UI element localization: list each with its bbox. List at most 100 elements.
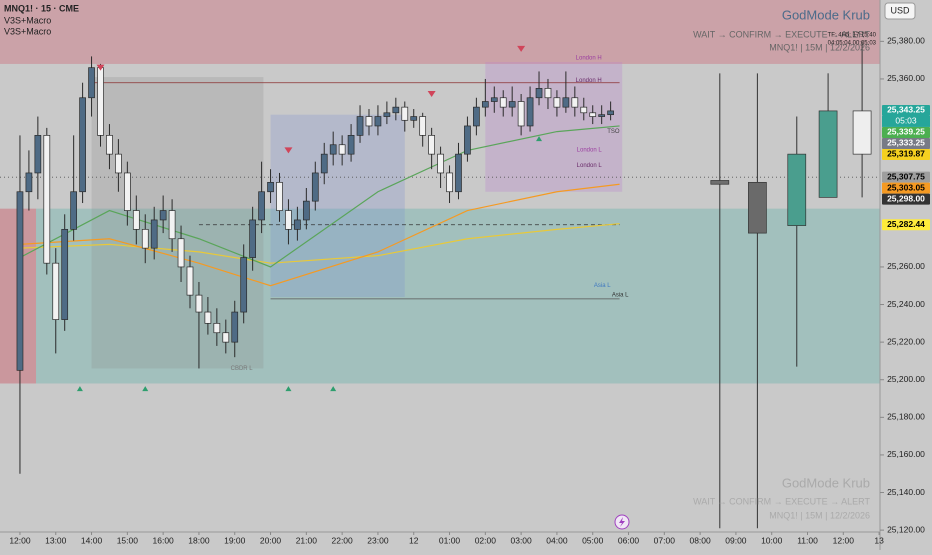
- annotation: Asia L: [594, 283, 611, 289]
- watermark-subtitle: WAIT → CONFIRM → EXECUTE → ALERT: [693, 496, 870, 506]
- annotation: London H: [576, 56, 602, 62]
- candle-body: [580, 106, 588, 114]
- timer-line: TF: 4H5: 17:15:40: [828, 33, 877, 39]
- x-tick-label: 15:00: [117, 535, 139, 545]
- candle-body: [25, 172, 33, 193]
- price-label-bg: [882, 219, 930, 231]
- candle-body: [204, 311, 212, 324]
- y-tick-label: 25,260.00: [887, 261, 925, 271]
- candle-body: [428, 134, 435, 155]
- watermark-subtitle: WAIT → CONFIRM → EXECUTE → ALERT: [693, 29, 870, 39]
- candle-body: [553, 97, 561, 108]
- x-tick-label: 14:00: [81, 535, 103, 545]
- candle-body: [571, 97, 579, 108]
- candle-body: [240, 257, 248, 313]
- candle-body: [347, 134, 355, 155]
- candle-body: [16, 191, 24, 371]
- candle-body: [267, 181, 274, 193]
- candle-body: [88, 67, 95, 99]
- annotation: CBDR L: [231, 366, 254, 372]
- candle-body: [481, 101, 489, 108]
- candle-body: [562, 97, 570, 108]
- candle-body: [455, 153, 462, 193]
- x-tick-label: 12:00: [9, 535, 31, 545]
- price-axis: [880, 0, 932, 550]
- candle-body: [276, 181, 283, 211]
- signal-up: [285, 386, 292, 392]
- price-label: 25,343.25: [887, 105, 925, 115]
- candle-body: [311, 172, 319, 202]
- x-tick-label: 03:00: [510, 535, 532, 545]
- candle-body: [365, 116, 373, 127]
- watermark-title: GodMode Krub: [782, 475, 870, 490]
- candle-body: [52, 262, 60, 320]
- x-tick-label: 18:00: [188, 535, 210, 545]
- y-tick-label: 25,200.00: [887, 374, 925, 384]
- candle-body: [97, 67, 104, 136]
- candle-body: [231, 311, 239, 343]
- candle-body: [338, 144, 346, 155]
- candle-body: [195, 294, 203, 313]
- projection-body: [818, 110, 838, 198]
- currency[interactable]: USD: [890, 5, 910, 15]
- price-label: 25,303.05: [887, 182, 925, 192]
- candle-body: [294, 219, 301, 230]
- y-tick-label: 25,220.00: [887, 336, 925, 346]
- candle-body: [329, 144, 337, 155]
- x-tick-label: 16:00: [153, 535, 175, 545]
- timer-line: 04:05:04 00:05:03: [828, 41, 877, 47]
- candle-body: [419, 116, 427, 136]
- zone: [36, 208, 881, 384]
- candle-body: [499, 97, 507, 108]
- y-tick-label: 25,180.00: [887, 412, 925, 422]
- candle-body: [124, 172, 131, 211]
- annotation: London L: [577, 148, 603, 154]
- candle-body: [34, 134, 42, 174]
- price-label-bg: [882, 148, 930, 160]
- candle-body: [526, 97, 534, 127]
- candle-body: [132, 210, 140, 230]
- annotation: Asia L: [612, 292, 629, 298]
- signal-down: [284, 147, 293, 154]
- x-tick-label: 21:00: [296, 535, 318, 545]
- price-label-bg: [882, 193, 930, 205]
- candle-body: [437, 153, 444, 174]
- signal-up: [76, 386, 83, 392]
- projection-body: [710, 180, 730, 185]
- price-label: 25,282.44: [887, 219, 925, 229]
- candle-body: [473, 106, 480, 127]
- candle-body: [544, 88, 552, 99]
- y-tick-label: 25,140.00: [887, 487, 925, 497]
- candle-body: [177, 238, 185, 268]
- x-tick-label: 12:00: [833, 535, 855, 545]
- price-label-bg: [882, 104, 930, 116]
- x-tick-label: 07:00: [654, 535, 676, 545]
- candle-body: [464, 125, 471, 155]
- candle-body: [490, 97, 498, 102]
- signal-down: [427, 90, 436, 97]
- price-label: 25,339.25: [887, 127, 925, 137]
- price-label: 25,319.87: [887, 149, 925, 159]
- x-tick-label: 02:00: [475, 535, 497, 545]
- candle-body: [374, 116, 382, 127]
- candle-body: [249, 219, 256, 258]
- candle-body: [401, 106, 409, 121]
- candle-body: [70, 191, 78, 230]
- candle-body: [392, 106, 400, 114]
- currency-button[interactable]: [884, 2, 916, 20]
- y-tick-label: 25,360.00: [887, 73, 925, 83]
- zone: [270, 114, 405, 298]
- price-label-bg: [882, 182, 930, 194]
- x-tick-label: 13:00: [45, 535, 67, 545]
- candle-body: [115, 153, 122, 174]
- zone: [0, 0, 880, 64]
- candle-body: [61, 228, 69, 320]
- x-tick-label: 10:00: [761, 535, 783, 545]
- x-tick-label: 23:00: [367, 535, 389, 545]
- indicator: V3S+Macro: [4, 26, 51, 36]
- annotation: TSO: [607, 129, 620, 135]
- candle-body: [508, 101, 516, 108]
- candle-body: [159, 210, 167, 221]
